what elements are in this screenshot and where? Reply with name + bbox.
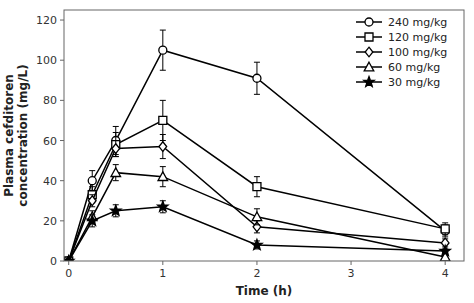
data-point: [158, 201, 168, 211]
y-tick-label: 80: [43, 94, 57, 107]
data-point: [441, 225, 449, 233]
x-tick-label: 3: [348, 267, 355, 280]
data-layer: [64, 30, 450, 261]
data-point: [253, 74, 261, 82]
legend-label: 120 mg/kg: [388, 31, 447, 44]
data-point: [64, 256, 74, 261]
y-tick: [60, 60, 64, 61]
y-tick: [60, 180, 64, 181]
data-point: [112, 144, 120, 154]
series-line: [69, 120, 445, 261]
data-point: [252, 212, 262, 221]
error-bar: [442, 223, 448, 235]
y-tick: [60, 140, 64, 141]
y-tick: [60, 20, 64, 21]
legend: 240 mg/kg 120 mg/kg 100 mg/kg 60 mg/kg 30 mg…: [356, 16, 447, 89]
x-tick-label: 0: [65, 267, 72, 280]
series-line: [69, 147, 445, 261]
data-point: [159, 116, 167, 124]
y-tick-label: 120: [36, 14, 57, 27]
x-tick: [256, 261, 257, 265]
plot-area: [64, 10, 464, 261]
error-bar: [160, 30, 166, 70]
y-tick-label: 100: [36, 54, 57, 67]
y-axis-label: Plasma cefditorenconcentration (mg/L): [2, 64, 30, 206]
data-point: [111, 205, 121, 215]
legend-marker: [364, 62, 374, 71]
series-line: [69, 207, 445, 261]
data-point: [253, 183, 261, 191]
legend-label: 30 mg/kg: [388, 76, 440, 89]
data-point: [158, 172, 168, 181]
x-tick: [162, 261, 163, 265]
y-tick-label: 40: [43, 175, 57, 188]
x-axis-label: Time (h): [236, 284, 293, 298]
x-tick: [68, 261, 69, 265]
data-point: [252, 239, 262, 249]
data-point: [111, 168, 121, 177]
y-tick-label: 20: [43, 215, 57, 228]
y-tick: [60, 220, 64, 221]
y-tick-label: 0: [50, 255, 57, 268]
y-tick: [60, 261, 64, 262]
data-point: [88, 196, 96, 206]
error-bar: [160, 134, 166, 158]
x-tick: [351, 261, 352, 265]
y-tick-label: 60: [43, 135, 57, 148]
y-tick: [60, 100, 64, 101]
error-bar: [254, 177, 260, 197]
legend-label: 100 mg/kg: [388, 46, 447, 59]
data-point: [64, 256, 74, 262]
legend-marker: [365, 33, 373, 41]
series-line: [69, 173, 445, 261]
x-tick-label: 4: [442, 267, 449, 280]
legend-marker: [365, 18, 373, 26]
legend-label: 240 mg/kg: [388, 16, 447, 29]
series-line: [69, 50, 445, 261]
x-tick: [445, 261, 446, 265]
chart-root: 0 20 40 60 80 100 120 0 1 2 3 4 Time (h) Plasma cefdi…: [0, 0, 474, 303]
data-point: [87, 215, 97, 225]
legend-label: 60 mg/kg: [388, 61, 440, 74]
data-point: [88, 177, 96, 185]
legend-marker: [365, 47, 373, 57]
data-point: [159, 46, 167, 54]
data-point: [159, 142, 167, 152]
x-tick-label: 2: [253, 267, 260, 280]
data-point: [440, 245, 450, 255]
plot-frame: [64, 10, 464, 261]
error-bar: [113, 141, 119, 157]
x-tick-label: 1: [159, 267, 166, 280]
legend-marker: [364, 77, 374, 87]
error-bar: [89, 195, 95, 207]
